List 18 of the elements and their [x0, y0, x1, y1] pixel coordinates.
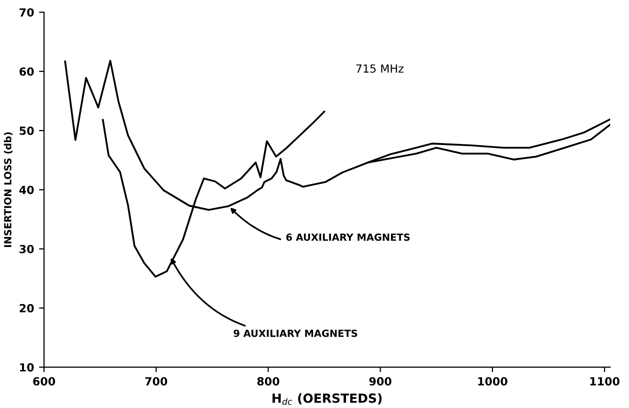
x-tick-label: 700	[145, 377, 168, 386]
annotation: 9 AUXILIARY MAGNETS	[234, 330, 358, 337]
x-tick-label: 1000	[478, 377, 508, 386]
y-tick-label: 20	[20, 304, 34, 312]
x-tick-label: 900	[369, 377, 392, 386]
y-tick-label: 50	[20, 126, 34, 135]
x-tick-label: 800	[257, 377, 280, 386]
y-axis-title: INSERTION LOSS (db)	[4, 132, 13, 247]
y-tick-label: 60	[20, 67, 34, 76]
x-tick-label: 1100	[590, 377, 620, 386]
x-tick-label: 600	[33, 377, 56, 386]
x-axis-title: H$_{dc}$ (OERSTEDS)	[272, 393, 382, 405]
annotation: 6 AUXILIARY MAGNETS	[286, 233, 410, 241]
y-tick-label: 40	[19, 186, 34, 194]
y-tick-label: 30	[20, 244, 34, 254]
y-tick-label: 10	[20, 363, 34, 372]
y-tick-label: 70	[20, 8, 34, 17]
annotation: 715 MHz	[356, 64, 404, 73]
